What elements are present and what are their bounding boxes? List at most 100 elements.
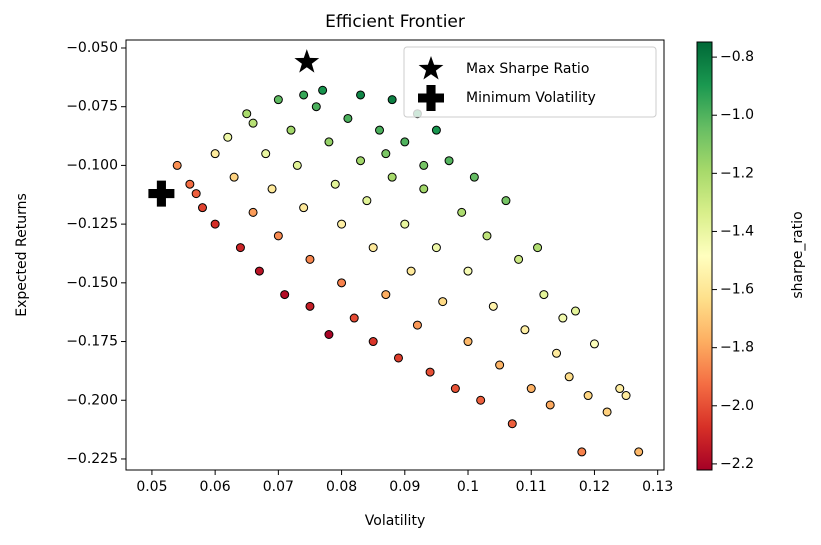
chart-title: Efficient Frontier <box>325 12 465 32</box>
colorbar-tick-label: −0.8 <box>720 49 754 65</box>
x-tick-label: 0.12 <box>579 479 610 495</box>
scatter-point <box>488 301 498 311</box>
y-tick-label: −0.125 <box>66 216 118 232</box>
scatter-point <box>280 290 290 300</box>
scatter-point <box>305 254 315 264</box>
scatter-point <box>356 156 366 166</box>
x-tick-label: 0.08 <box>326 479 357 495</box>
legend-box <box>403 46 657 118</box>
legend-label: Minimum Volatility <box>466 90 596 106</box>
scatter-point <box>438 297 448 307</box>
scatter-point <box>324 329 334 339</box>
scatter-point <box>248 207 258 217</box>
scatter-point <box>381 149 391 159</box>
scatter-point <box>419 184 429 194</box>
scatter-point <box>463 266 473 276</box>
scatter-point <box>387 172 397 182</box>
scatter-point <box>337 219 347 229</box>
scatter-point <box>450 384 460 394</box>
scatter-point <box>337 278 347 288</box>
x-axis-label: Volatility <box>365 513 425 529</box>
scatter-point <box>191 189 201 199</box>
scatter-point <box>368 243 378 253</box>
scatter-point <box>261 149 271 159</box>
scatter-point <box>229 172 239 182</box>
scatter-point <box>615 384 625 394</box>
scatter-point <box>311 102 321 112</box>
legend-plus <box>418 85 444 111</box>
colorbar-tick-label: −1.0 <box>720 107 754 123</box>
marker-plus <box>148 180 175 207</box>
scatter-point <box>469 172 479 182</box>
scatter-point <box>412 320 422 330</box>
colorbar-tick-label: −2.2 <box>720 456 754 472</box>
scatter-point <box>621 391 631 401</box>
y-tick-label: −0.100 <box>66 157 118 173</box>
plot-frame <box>125 39 665 471</box>
scatter-point <box>495 360 505 370</box>
scatter-point <box>520 325 530 335</box>
scatter-point <box>507 419 517 429</box>
colorbar-tick-label: −1.2 <box>720 165 754 181</box>
scatter-point <box>324 137 334 147</box>
scatter-point <box>362 196 372 206</box>
scatter-point <box>299 203 309 213</box>
scatter-point <box>387 95 397 105</box>
scatter-point <box>299 90 309 100</box>
colorbar-tick-label: −2.0 <box>720 398 754 414</box>
x-tick-label: 0.09 <box>389 479 420 495</box>
scatter-point <box>286 125 296 135</box>
scatter-point <box>273 231 283 241</box>
scatter-point <box>444 156 454 166</box>
legend-star <box>418 56 444 80</box>
scatter-point <box>431 125 441 135</box>
scatter-point <box>273 95 283 105</box>
scatter-point <box>318 85 328 95</box>
scatter-point <box>381 290 391 300</box>
y-tick-label: −0.175 <box>66 334 118 350</box>
x-tick-label: 0.1 <box>457 479 479 495</box>
scatter-point <box>577 447 587 457</box>
x-tick-label: 0.11 <box>516 479 547 495</box>
scatter-point <box>533 243 543 253</box>
scatter-point <box>476 395 486 405</box>
scatter-point <box>514 254 524 264</box>
scatter-point <box>267 184 277 194</box>
y-tick-label: −0.200 <box>66 392 118 408</box>
scatter-point <box>501 196 511 206</box>
x-tick-label: 0.07 <box>263 479 294 495</box>
y-axis-label: Expected Returns <box>14 193 30 317</box>
scatter-point <box>552 348 562 358</box>
scatter-point <box>583 391 593 401</box>
scatter-point <box>564 372 574 382</box>
scatter-point <box>393 353 403 363</box>
scatter-point <box>235 243 245 253</box>
scatter-point <box>482 231 492 241</box>
scatter-point <box>292 160 302 170</box>
scatter-point <box>343 113 353 123</box>
y-tick-label: −0.050 <box>66 40 118 56</box>
scatter-point <box>185 179 195 189</box>
colorbar-label: sharpe_ratio <box>790 211 806 298</box>
scatter-point <box>242 109 252 119</box>
scatter-point <box>558 313 568 323</box>
colorbar-tick-label: −1.6 <box>720 282 754 298</box>
scatter-point <box>602 407 612 417</box>
scatter-point <box>463 337 473 347</box>
scatter-point <box>589 339 599 349</box>
scatter-point <box>375 125 385 135</box>
scatter-point <box>330 179 340 189</box>
scatter-point <box>539 290 549 300</box>
scatter-point <box>210 219 220 229</box>
legend-label: Max Sharpe Ratio <box>466 61 589 77</box>
scatter-point <box>210 149 220 159</box>
scatter-point <box>425 367 435 377</box>
scatter-point <box>457 207 467 217</box>
scatter-point <box>400 219 410 229</box>
scatter-point <box>570 306 580 316</box>
scatter-point <box>368 337 378 347</box>
y-tick-label: −0.150 <box>66 275 118 291</box>
y-tick-label: −0.225 <box>66 451 118 467</box>
scatter-point <box>545 400 555 410</box>
scatter-point <box>419 160 429 170</box>
